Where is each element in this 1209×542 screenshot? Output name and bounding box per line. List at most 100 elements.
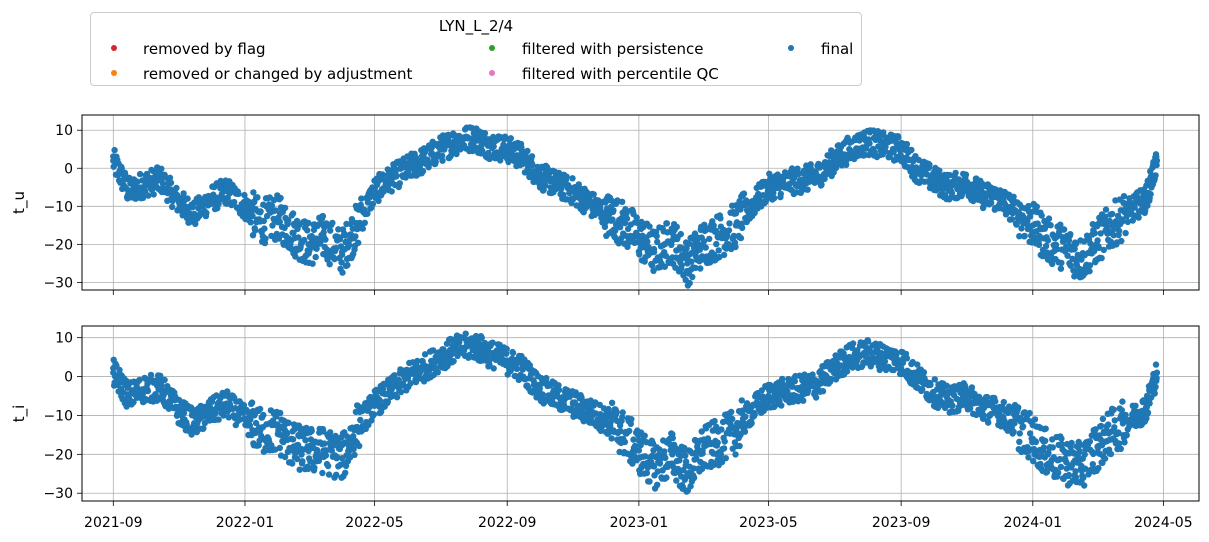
data-point xyxy=(261,225,268,232)
data-point xyxy=(1026,213,1034,220)
data-point xyxy=(329,219,336,227)
data-point xyxy=(1115,440,1123,447)
data-point xyxy=(277,194,284,202)
data-point xyxy=(771,194,778,202)
data-point xyxy=(699,447,706,454)
data-point xyxy=(462,330,469,337)
data-point xyxy=(669,434,676,442)
data-point xyxy=(636,251,643,258)
data-point xyxy=(125,392,132,400)
data-point xyxy=(943,382,950,389)
data-point xyxy=(490,365,497,372)
data-point xyxy=(791,378,798,385)
data-point xyxy=(125,187,132,195)
data-point xyxy=(1072,468,1079,475)
data-point xyxy=(1049,444,1057,451)
data-point xyxy=(846,353,853,361)
data-point xyxy=(409,162,416,170)
y-axis-label: t_u xyxy=(10,191,29,214)
data-point xyxy=(479,147,486,154)
data-point xyxy=(780,388,787,396)
data-point xyxy=(1153,375,1160,382)
data-point xyxy=(338,455,346,462)
data-point xyxy=(978,404,986,411)
data-point xyxy=(804,186,811,193)
y-tick-label: 10 xyxy=(55,123,73,139)
data-point xyxy=(915,156,922,164)
data-point xyxy=(1010,193,1017,200)
data-point xyxy=(732,210,740,217)
data-point xyxy=(132,195,140,202)
legend-title: LYN_L_2/4 xyxy=(438,17,514,35)
data-point xyxy=(486,361,493,368)
data-point xyxy=(1000,398,1007,406)
data-point xyxy=(1129,217,1137,224)
data-point xyxy=(765,184,772,191)
data-point xyxy=(669,237,676,244)
data-point xyxy=(738,397,745,404)
data-point xyxy=(485,350,493,357)
data-point xyxy=(1008,216,1015,223)
data-point xyxy=(849,364,856,371)
data-point xyxy=(543,374,550,382)
data-point xyxy=(758,387,765,394)
data-point xyxy=(721,438,728,445)
data-point xyxy=(779,375,786,383)
data-point xyxy=(970,186,978,193)
data-point xyxy=(732,427,740,435)
data-point xyxy=(241,416,249,423)
data-point xyxy=(377,397,384,405)
data-point xyxy=(370,411,378,418)
data-point xyxy=(486,356,494,364)
data-point xyxy=(157,372,164,380)
data-point xyxy=(504,146,511,153)
data-point xyxy=(252,227,259,234)
data-point xyxy=(673,223,680,231)
data-point xyxy=(247,416,254,423)
data-point xyxy=(465,135,473,142)
legend-marker-percentile-qc xyxy=(489,70,495,76)
data-point xyxy=(289,436,297,443)
data-point xyxy=(1045,215,1053,222)
data-point xyxy=(136,170,144,178)
data-point xyxy=(931,376,938,383)
x-tick-label: 2022-01 xyxy=(216,515,275,531)
legend-marker-removed-or-changed xyxy=(111,70,117,76)
data-point xyxy=(256,218,264,225)
data-point xyxy=(250,189,257,196)
data-point xyxy=(664,229,671,236)
data-point xyxy=(277,409,284,417)
data-point xyxy=(1072,240,1080,248)
data-point xyxy=(489,339,496,346)
data-point xyxy=(536,385,543,392)
data-point xyxy=(324,462,332,470)
data-point xyxy=(371,187,378,195)
data-point xyxy=(1097,422,1105,430)
data-point xyxy=(739,407,746,414)
data-point xyxy=(788,383,796,390)
data-point xyxy=(563,173,570,180)
data-point xyxy=(608,435,615,442)
data-point xyxy=(968,384,976,391)
data-point xyxy=(1010,428,1017,435)
data-point xyxy=(644,238,651,245)
data-point xyxy=(585,408,592,415)
data-point xyxy=(966,405,974,412)
data-point xyxy=(718,426,725,433)
data-point xyxy=(241,191,248,199)
data-point xyxy=(619,414,626,421)
data-point xyxy=(617,427,624,435)
data-point xyxy=(333,244,340,252)
legend-marker-final xyxy=(788,45,794,51)
data-point xyxy=(597,205,604,212)
data-point xyxy=(379,386,387,393)
data-point xyxy=(635,447,643,454)
x-tick-label: 2023-01 xyxy=(610,515,669,531)
data-point xyxy=(292,253,299,260)
data-point xyxy=(281,453,289,461)
data-point xyxy=(629,460,636,467)
data-point xyxy=(175,408,183,415)
data-point xyxy=(886,153,893,161)
data-point xyxy=(780,180,787,187)
data-point xyxy=(1109,210,1116,218)
